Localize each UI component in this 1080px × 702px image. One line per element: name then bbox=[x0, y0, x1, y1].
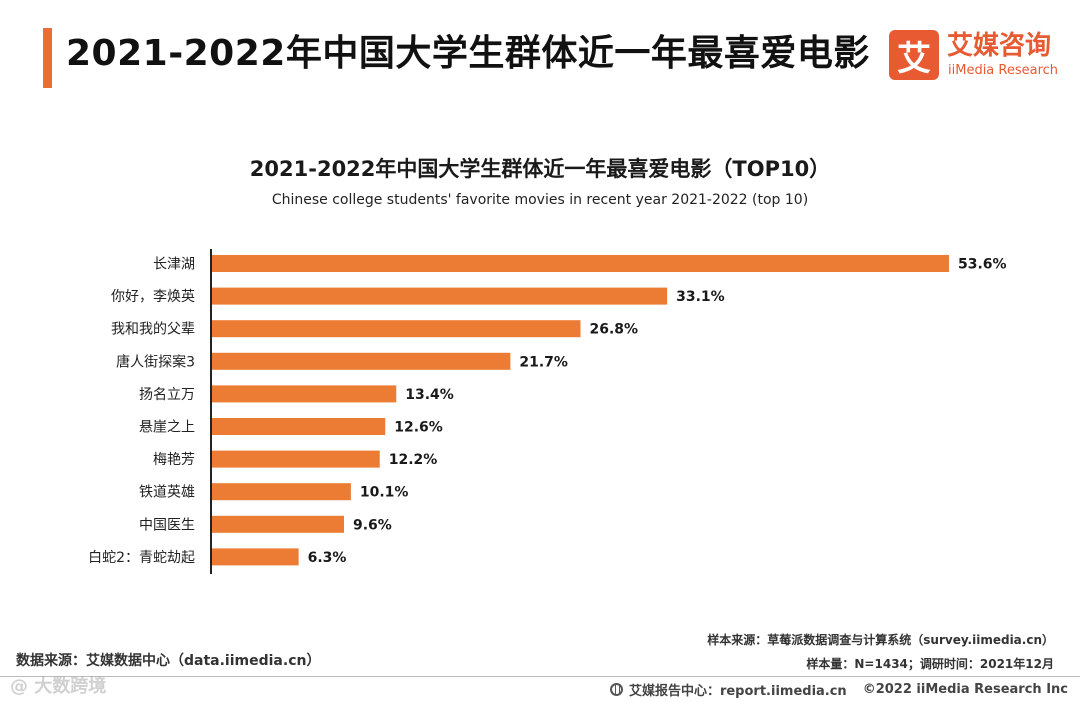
data-label: 53.6% bbox=[958, 257, 1007, 273]
category-label: 长津湖 bbox=[153, 257, 195, 273]
data-label: 13.4% bbox=[405, 387, 454, 403]
globe-icon bbox=[609, 683, 623, 696]
data-label: 9.6% bbox=[353, 517, 392, 533]
category-label: 我和我的父辈 bbox=[111, 322, 195, 338]
category-label: 悬崖之上 bbox=[139, 420, 195, 436]
logo-name-cn: 艾媒咨询 bbox=[947, 31, 1052, 61]
category-label: 白蛇2：青蛇劫起 bbox=[88, 550, 195, 566]
bar bbox=[212, 483, 351, 501]
data-label: 12.2% bbox=[389, 452, 438, 468]
data-label: 21.7% bbox=[519, 354, 568, 370]
data-label: 10.1% bbox=[360, 485, 409, 501]
category-label: 梅艳芳 bbox=[153, 451, 195, 468]
bar bbox=[212, 515, 344, 533]
bar bbox=[212, 548, 299, 566]
copyright: ©2022 iiMedia Research Inc bbox=[862, 682, 1068, 697]
bar bbox=[212, 450, 380, 468]
chart-title: 2021-2022年中国大学生群体近一年最喜爱电影（TOP10） bbox=[249, 157, 831, 181]
chart-subtitle: Chinese college students' favorite movie… bbox=[271, 192, 809, 208]
bar bbox=[212, 287, 668, 305]
data-source: 数据来源：艾媒数据中心（data.iimedia.cn） bbox=[16, 653, 321, 669]
category-label: 扬名立万 bbox=[139, 387, 195, 403]
report-center-link[interactable]: 艾媒报告中心：report.iimedia.cn bbox=[628, 684, 847, 699]
logo-name-en: iiMedia Research bbox=[948, 63, 1059, 78]
watermark: @ 大数跨境 bbox=[10, 676, 107, 697]
category-label: 铁道英雄 bbox=[139, 484, 195, 501]
sample-info: 样本量：N=1434；调研时间：2021年12月 bbox=[806, 657, 1054, 671]
footer-divider bbox=[0, 676, 1080, 677]
bar-chart: 长津湖 53.6% 你好，李焕英 33.1% 我和我的父辈 26.8% 唐人街探案3 21.7… bbox=[88, 249, 1007, 574]
data-label: 12.6% bbox=[394, 420, 443, 436]
bar bbox=[212, 255, 949, 272]
category-label: 中国医生 bbox=[139, 517, 195, 533]
logo-mark: 艾 bbox=[889, 30, 939, 80]
iimedia-logo: 艾 艾媒咨询 iiMedia Research bbox=[889, 30, 1064, 82]
category-label: 唐人街探案3 bbox=[116, 353, 195, 370]
bar bbox=[212, 320, 581, 338]
title-accent-bar bbox=[43, 28, 52, 88]
data-label: 6.3% bbox=[308, 550, 347, 566]
sample-source: 样本来源：草莓派数据调查与计算系统（survey.iimedia.cn） bbox=[707, 633, 1054, 647]
footer: 艾媒报告中心：report.iimedia.cn ©2022 iiMedia R… bbox=[609, 680, 1068, 699]
page-title: 2021-2022年中国大学生群体近一年最喜爱电影 bbox=[66, 33, 870, 74]
bar bbox=[212, 418, 386, 435]
data-label: 26.8% bbox=[590, 322, 639, 338]
category-label: 你好，李焕英 bbox=[111, 288, 195, 305]
data-label: 33.1% bbox=[676, 289, 725, 305]
bar bbox=[212, 352, 511, 370]
bar bbox=[212, 385, 397, 403]
